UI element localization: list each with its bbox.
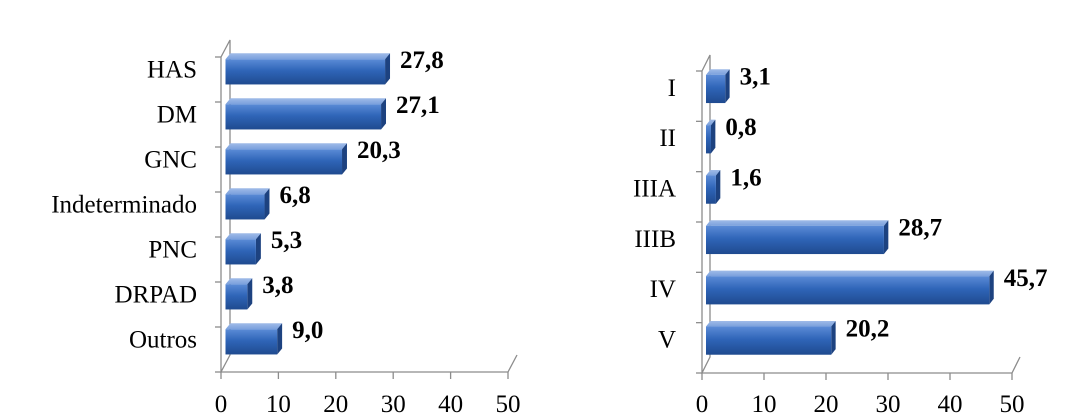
category-label: IIIA <box>633 175 676 202</box>
chart-classes: 0 10 20 30 40 50 3,1 I 0,8 II 1,6 IIIA 28,7 IIIB 45,7 I… <box>633 54 1048 418</box>
bar <box>225 233 261 265</box>
x-tick-label: 30 <box>381 391 406 418</box>
axis-frame <box>215 39 518 379</box>
category-label: DRPAD <box>115 282 197 309</box>
category-label: IV <box>650 276 676 303</box>
data-label: 3,1 <box>740 64 771 91</box>
bar-side-face <box>247 278 253 310</box>
category-label: IIIB <box>634 226 676 253</box>
category-label: GNC <box>144 147 197 174</box>
bar-top-face <box>225 188 270 195</box>
category-label: PNC <box>148 237 197 264</box>
data-label: 0,8 <box>725 114 756 141</box>
bar-front-face <box>706 225 884 255</box>
x-tick-label: 40 <box>438 391 463 418</box>
bar-top-face <box>225 98 387 105</box>
bar <box>706 169 721 204</box>
category-label: II <box>659 125 676 152</box>
bar-top-face <box>706 220 889 226</box>
data-label: 6,8 <box>279 182 310 209</box>
bar-side-face <box>255 233 261 265</box>
bar-side-face <box>710 119 716 154</box>
bar-top-face <box>706 270 994 277</box>
x-tick-label: 10 <box>752 391 777 418</box>
bar-side-face <box>715 169 721 204</box>
bar <box>706 320 836 355</box>
bar-front-face <box>706 125 711 154</box>
bar-side-face <box>385 53 391 85</box>
bar-top-face <box>706 320 836 327</box>
bar-front-face <box>225 329 278 355</box>
bar-top-face <box>225 233 261 240</box>
category-label: Indeterminado <box>51 192 197 219</box>
bar <box>225 143 347 175</box>
data-label: 27,1 <box>396 92 440 119</box>
bar-side-face <box>342 143 347 175</box>
x-tick-label: 40 <box>938 391 963 418</box>
category-label: Outros <box>129 327 197 354</box>
x-tick-label: 10 <box>266 391 291 418</box>
bar <box>706 119 716 154</box>
bar-side-face <box>831 320 836 355</box>
data-label: 1,6 <box>730 164 761 191</box>
bar-front-face <box>706 74 726 104</box>
category-label: HAS <box>147 57 197 84</box>
x-tick-label: 30 <box>876 391 901 418</box>
bar-front-face <box>225 284 248 310</box>
bar <box>225 323 283 355</box>
bar <box>225 188 270 220</box>
x-tick-label: 20 <box>323 391 348 418</box>
bar-top-face <box>225 323 283 330</box>
category-label: DM <box>157 102 197 129</box>
bar <box>706 69 730 104</box>
bar-side-face <box>381 98 387 130</box>
chart-causes: 0 10 20 30 40 50 27,8 HAS 27,1 DM 20,3 GNC 6,8 Indete… <box>51 39 521 418</box>
bar-top-face <box>225 53 391 60</box>
axis-frame <box>696 54 1021 380</box>
bar-front-face <box>706 175 716 204</box>
bar-front-face <box>225 104 382 130</box>
x-tick-label: 50 <box>496 391 521 418</box>
x-tick-label: 50 <box>1000 391 1025 418</box>
bar-top-face <box>706 119 716 126</box>
bar-top-face <box>706 169 721 176</box>
bar-side-face <box>883 220 889 255</box>
x-tick-label: 0 <box>215 391 228 418</box>
bar-side-face <box>725 69 730 104</box>
bar <box>225 53 391 85</box>
bar-top-face <box>225 143 347 150</box>
bar-front-face <box>706 276 990 305</box>
bar-front-face <box>225 194 265 220</box>
bar-side-face <box>264 188 270 220</box>
data-label: 20,3 <box>357 137 401 164</box>
bar-front-face <box>225 59 386 85</box>
bar <box>225 278 253 310</box>
bar-front-face <box>225 149 343 175</box>
data-label: 45,7 <box>1004 265 1048 292</box>
bar-top-face <box>706 69 730 75</box>
bar-front-face <box>225 239 256 265</box>
data-label: 9,0 <box>292 317 323 344</box>
data-label: 28,7 <box>898 215 942 242</box>
bar-top-face <box>225 278 253 285</box>
category-label: V <box>658 326 676 353</box>
data-label: 3,8 <box>262 272 293 299</box>
data-label: 20,2 <box>846 315 890 342</box>
data-label: 5,3 <box>271 227 302 254</box>
bar-side-face <box>989 270 994 305</box>
bar <box>225 98 387 130</box>
data-label: 27,8 <box>400 47 444 74</box>
bar <box>706 220 889 255</box>
category-label: I <box>668 75 676 102</box>
bar-side-face <box>277 323 283 355</box>
x-tick-label: 20 <box>814 391 839 418</box>
bar <box>706 270 994 305</box>
x-tick-label: 0 <box>696 391 709 418</box>
bar-front-face <box>706 326 832 355</box>
